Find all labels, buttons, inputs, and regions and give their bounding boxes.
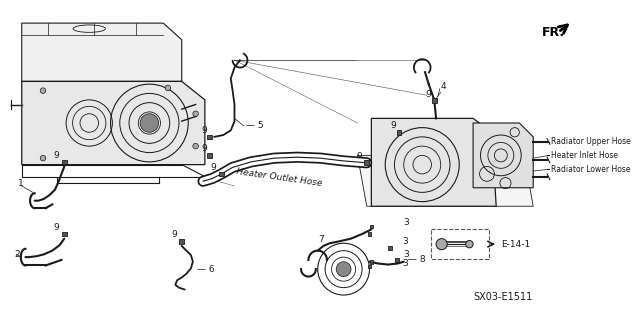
- Circle shape: [140, 114, 159, 132]
- Text: Heater Outlet Hose: Heater Outlet Hose: [236, 167, 322, 188]
- Bar: [396, 258, 399, 262]
- Bar: [432, 99, 436, 103]
- Text: 9: 9: [171, 230, 177, 239]
- Bar: [207, 153, 212, 158]
- Text: 3: 3: [402, 259, 408, 268]
- Circle shape: [40, 156, 46, 161]
- Text: — 6: — 6: [197, 265, 215, 274]
- Text: SX03-E1511: SX03-E1511: [473, 292, 533, 302]
- Circle shape: [40, 88, 46, 93]
- Text: 9: 9: [53, 223, 59, 232]
- Polygon shape: [22, 23, 182, 81]
- Circle shape: [436, 239, 447, 250]
- Bar: [369, 260, 373, 264]
- Circle shape: [165, 85, 171, 91]
- Bar: [364, 160, 369, 165]
- Bar: [219, 172, 224, 176]
- Circle shape: [193, 111, 198, 116]
- Polygon shape: [22, 81, 205, 164]
- Bar: [62, 232, 67, 236]
- Text: — 5: — 5: [246, 121, 263, 130]
- Bar: [207, 135, 212, 139]
- Bar: [431, 229, 489, 259]
- Text: 9: 9: [390, 121, 396, 130]
- Bar: [368, 265, 371, 268]
- Polygon shape: [357, 156, 533, 206]
- Bar: [62, 160, 67, 164]
- Text: 9: 9: [210, 163, 216, 172]
- Text: 2: 2: [15, 250, 20, 259]
- Bar: [369, 225, 373, 228]
- Text: Radiator Lower Hose: Radiator Lower Hose: [551, 165, 630, 174]
- Text: — 8: — 8: [408, 255, 426, 264]
- Bar: [180, 239, 184, 244]
- Polygon shape: [371, 118, 496, 206]
- Polygon shape: [473, 123, 533, 188]
- Text: 9: 9: [201, 144, 207, 153]
- Circle shape: [336, 262, 351, 276]
- Text: 3: 3: [402, 237, 408, 246]
- Text: 7: 7: [318, 235, 324, 244]
- Text: 9: 9: [426, 90, 431, 99]
- Text: 9: 9: [356, 152, 362, 161]
- Bar: [388, 246, 392, 250]
- Text: FR.: FR.: [541, 26, 564, 39]
- Text: Radiator Upper Hose: Radiator Upper Hose: [551, 137, 631, 146]
- Text: 3: 3: [404, 250, 410, 259]
- Text: 9: 9: [53, 151, 59, 160]
- Text: 3: 3: [404, 218, 410, 228]
- Circle shape: [193, 143, 198, 149]
- Text: Heater Inlet Hose: Heater Inlet Hose: [551, 151, 618, 160]
- Bar: [368, 232, 371, 236]
- Text: E-14-1: E-14-1: [501, 240, 530, 249]
- Circle shape: [466, 240, 473, 248]
- Text: 1: 1: [18, 179, 24, 188]
- Text: 4: 4: [441, 82, 447, 91]
- Text: 9: 9: [201, 126, 207, 135]
- Bar: [397, 130, 401, 135]
